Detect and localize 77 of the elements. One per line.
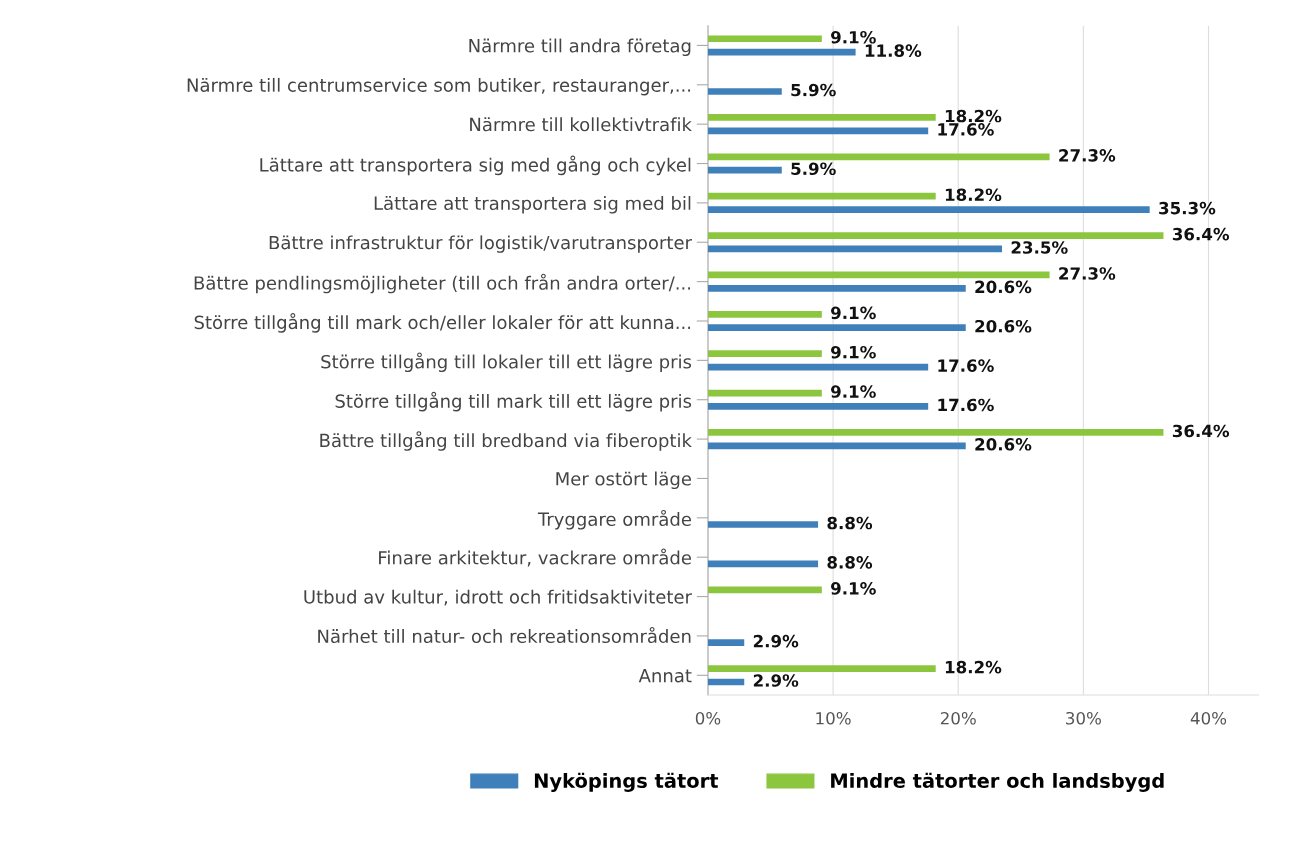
y-tick-label: Annat (638, 668, 692, 683)
bar (707, 310, 822, 318)
y-tick-label: Närhet till natur- och rekreationsområden (318, 626, 691, 644)
y-tick-label: Bättre tillgång till bredband via fiberoptik (320, 431, 692, 451)
data-label: 36.4% (1172, 424, 1230, 438)
y-tick-label: Finare arkitektur, vackrare område (379, 548, 692, 567)
bar (707, 88, 782, 95)
bar (707, 166, 782, 174)
data-label: 8.8% (827, 556, 873, 569)
x-tick-label: 20% (940, 711, 976, 725)
y-tick-label: Bättre infrastruktur för logistik/varutransporter (269, 235, 692, 253)
y-tick-label: Närmre till centrumservice som butiker, restauranger,... (187, 77, 691, 96)
x-tick-label: 10% (816, 711, 851, 725)
legend-label: Nyköpings tätort (534, 772, 719, 792)
data-label: 18.2% (945, 109, 1002, 123)
data-label: 2.9% (753, 674, 799, 687)
data-label: 17.6% (938, 398, 994, 412)
y-tick-label: Större tillgång till mark till ett lägre pris (335, 391, 692, 412)
x-tick-label: 0% (695, 711, 721, 725)
bar (707, 429, 1164, 436)
data-label: 9.1% (831, 306, 876, 320)
data-label: 18.2% (945, 660, 1002, 674)
data-label: 17.6% (938, 359, 994, 372)
data-label: 9.1% (831, 345, 876, 359)
data-label: 36.4% (1172, 227, 1230, 241)
x-tick-label: 40% (1190, 711, 1227, 725)
x-tick-label: 30% (1066, 711, 1101, 725)
bar (707, 521, 819, 528)
data-label: 8.8% (827, 516, 873, 530)
y-tick-label: Tryggare område (537, 509, 691, 530)
data-label: 18.2% (945, 188, 1002, 202)
bar (707, 442, 966, 450)
bar (707, 403, 929, 410)
data-label: 5.9% (791, 162, 836, 176)
bar (707, 560, 819, 568)
data-label: 20.6% (975, 280, 1032, 294)
data-label: 11.8% (865, 44, 922, 57)
bar (707, 192, 936, 200)
data-label: 20.6% (975, 319, 1032, 333)
y-tick-label: Större tillgång till lokaler till ett lägre pris (321, 352, 692, 373)
data-label: 9.1% (831, 582, 876, 595)
bar (707, 35, 822, 43)
y-tick-label: Bättre pendlingsmöjligheter (till och från andra orter/... (194, 273, 691, 294)
legend-label: Mindre tätorter och landsbygd (831, 772, 1164, 792)
y-tick-label: Utbud av kultur, idrott och fritidsaktiviteter (304, 589, 692, 606)
data-label: 9.1% (831, 385, 876, 398)
bar (707, 153, 1050, 161)
bar (707, 665, 936, 672)
data-label: 9.1% (831, 30, 876, 44)
y-tick-label: Lättare att transportera sig med gång och cykel (260, 155, 691, 176)
bar (707, 232, 1164, 239)
bar (707, 586, 822, 594)
data-label: 2.9% (753, 634, 799, 648)
y-tick-label: Närmre till andra företag (469, 38, 691, 57)
bar (707, 114, 936, 121)
data-label: 27.3% (1059, 267, 1116, 280)
bar (707, 245, 1003, 253)
bar (707, 271, 1050, 279)
bar (707, 350, 822, 358)
bar (707, 324, 966, 332)
data-label: 17.6% (938, 123, 994, 136)
data-label: 5.9% (791, 83, 836, 97)
y-tick-label: Mer ostört läge (556, 471, 692, 490)
bar (707, 363, 929, 371)
bar (707, 48, 856, 56)
y-tick-label: Större tillgång till mark och/eller lokaler för att kunna... (194, 313, 691, 333)
bar (707, 206, 1150, 213)
data-label: 35.3% (1159, 201, 1216, 215)
bar (707, 284, 966, 292)
bar (707, 389, 822, 397)
data-label: 27.3% (1059, 149, 1116, 162)
data-label: 20.6% (975, 438, 1032, 451)
bar (707, 639, 745, 646)
bar (707, 127, 929, 135)
data-label: 23.5% (1011, 241, 1068, 254)
y-tick-label: Lättare att transportera sig med bil (374, 196, 691, 214)
y-tick-label: Närmre till kollektivtrafik (470, 117, 692, 132)
